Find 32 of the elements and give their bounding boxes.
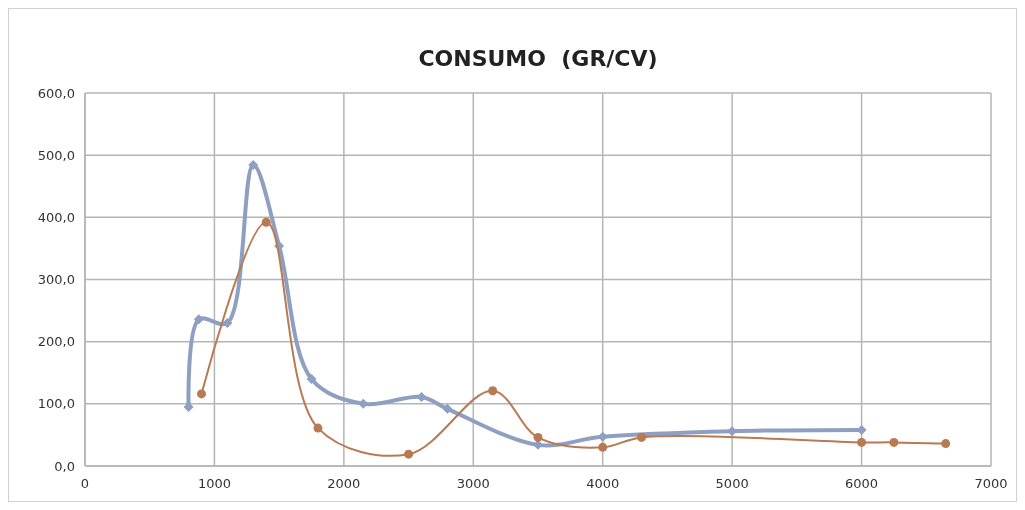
chart-title: CONSUMO (GR/CV) <box>418 46 658 71</box>
y-tick-label: 300,0 <box>37 272 75 288</box>
point <box>488 386 498 396</box>
y-tick-label: 200,0 <box>37 334 75 350</box>
point <box>857 437 867 447</box>
point <box>248 160 259 171</box>
y-tick-label: 0,0 <box>54 458 75 474</box>
x-tick-label: 7000 <box>974 476 1008 491</box>
x-tick-label: 1000 <box>197 476 231 491</box>
point <box>637 432 647 442</box>
point <box>598 442 608 452</box>
x-tick-label: 2000 <box>327 476 361 491</box>
y-tick-label: 100,0 <box>37 396 75 412</box>
x-tick-label: 0 <box>80 476 90 491</box>
x-tick-label: 5000 <box>715 476 749 491</box>
point <box>193 314 204 325</box>
point <box>889 437 899 447</box>
x-tick-label: 6000 <box>845 476 879 491</box>
point <box>306 373 317 384</box>
x-tick-label: 4000 <box>586 476 620 491</box>
point <box>261 217 271 227</box>
y-tick-label: 400,0 <box>37 209 75 225</box>
y-tick-label: 500,0 <box>37 147 75 163</box>
x-tick-label: 3000 <box>456 476 490 491</box>
point <box>222 318 233 329</box>
point <box>442 403 453 414</box>
point <box>941 439 951 449</box>
point <box>533 432 543 442</box>
point <box>313 423 323 433</box>
y-tick-label: 600,0 <box>37 85 75 101</box>
point <box>404 449 414 459</box>
point <box>196 389 206 399</box>
